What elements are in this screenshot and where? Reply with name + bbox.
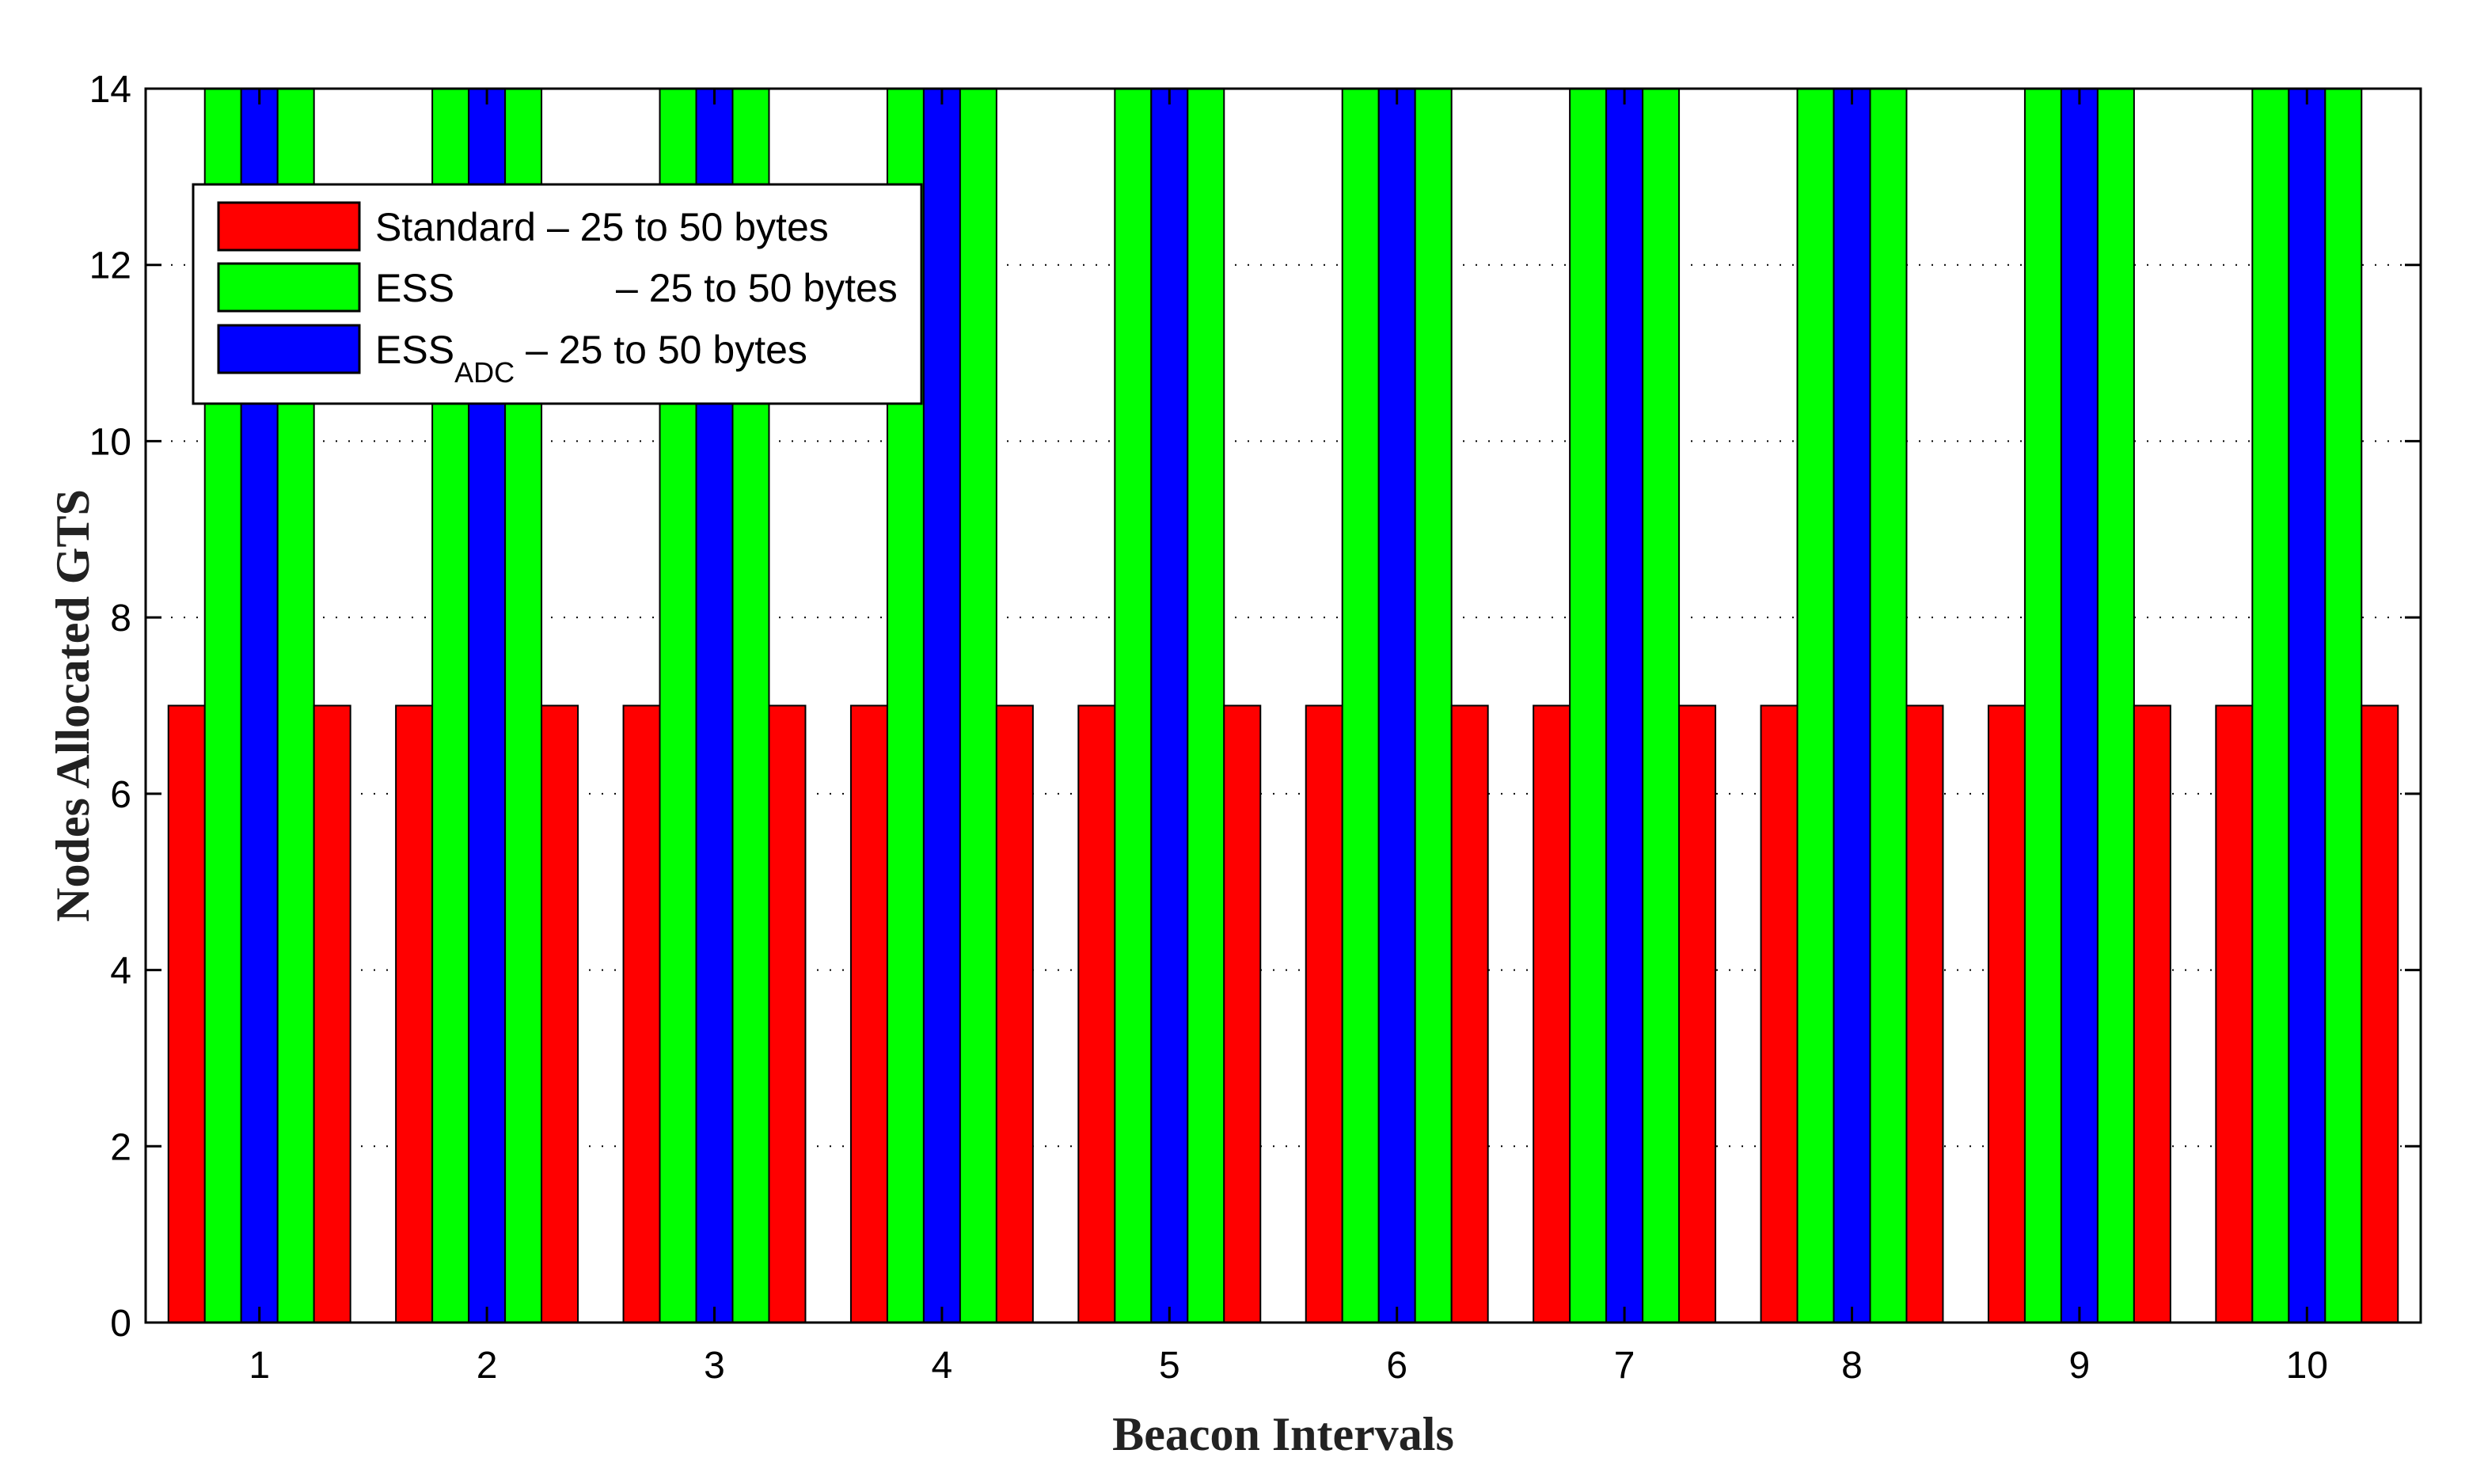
x-tick-label: 3 (704, 1345, 725, 1387)
bar-standard-3 (622, 704, 661, 1323)
bar-ess-8 (1869, 88, 1908, 1323)
bar-standard-2 (395, 704, 434, 1323)
y-tick-label: 0 (110, 1303, 131, 1345)
bar-ess-9 (2023, 88, 2062, 1323)
bar-ess-6 (1341, 88, 1380, 1323)
bar-standard-1 (167, 704, 206, 1323)
x-tick-label: 2 (477, 1345, 498, 1387)
bar-essadc-10 (2288, 88, 2327, 1323)
bar-ess-4 (959, 88, 997, 1323)
bar-standard-7 (1533, 704, 1571, 1323)
bar-standard-3 (768, 704, 807, 1323)
bar-standard-1 (313, 704, 351, 1323)
y-tick-label: 6 (110, 774, 131, 816)
legend: Standard – 25 to 50 bytes ESS – 25 to 50 by… (192, 183, 923, 405)
legend-label: ESS – 25 to 50 bytes (375, 266, 898, 310)
x-tick-label: 8 (1841, 1345, 1863, 1387)
bar-ess-5 (1114, 88, 1153, 1323)
x-tick-label: 6 (1386, 1345, 1407, 1387)
legend-swatch (217, 324, 361, 374)
bar-standard-9 (2133, 704, 2171, 1323)
x-tick-label: 9 (2069, 1345, 2091, 1387)
legend-swatch (217, 201, 361, 252)
bar-ess-8 (1796, 88, 1835, 1323)
y-tick-label: 4 (110, 951, 131, 992)
y-tick-label: 12 (89, 245, 131, 287)
legend-swatch (217, 262, 361, 313)
bar-standard-5 (1077, 704, 1116, 1323)
bar-essadc-7 (1605, 88, 1644, 1323)
bar-ess-7 (1569, 88, 1608, 1323)
bar-standard-10 (2215, 704, 2254, 1323)
bar-standard-6 (1450, 704, 1489, 1323)
bar-essadc-8 (1833, 88, 1871, 1323)
bar-ess-5 (1187, 88, 1225, 1323)
bar-standard-4 (995, 704, 1034, 1323)
y-tick-label: 10 (89, 421, 131, 463)
x-tick-label: 1 (249, 1345, 270, 1387)
bar-standard-6 (1305, 704, 1343, 1323)
x-tick-label: 7 (1614, 1345, 1635, 1387)
bar-ess-6 (1414, 88, 1453, 1323)
bar-standard-5 (1223, 704, 1262, 1323)
x-tick-label: 5 (1159, 1345, 1180, 1387)
bar-essadc-4 (922, 88, 961, 1323)
bar-essadc-9 (2060, 88, 2099, 1323)
y-tick-label: 2 (110, 1126, 131, 1168)
bar-ess-9 (2096, 88, 2135, 1323)
bar-standard-8 (1760, 704, 1799, 1323)
y-tick-label: 14 (89, 69, 131, 111)
bars-layer (167, 88, 2399, 1323)
y-axis-title: Nodes Allocated GTS (47, 489, 99, 922)
bar-standard-7 (1678, 704, 1717, 1323)
x-tick-label: 10 (2286, 1345, 2328, 1387)
bar-ess-7 (1642, 88, 1681, 1323)
x-tick-label: 4 (932, 1345, 953, 1387)
bar-standard-10 (2361, 704, 2399, 1323)
y-tick-label: 8 (110, 598, 131, 640)
bar-ess-10 (2251, 88, 2290, 1323)
x-axis-title: Beacon Intervals (1112, 1408, 1454, 1460)
bar-essadc-6 (1377, 88, 1416, 1323)
bar-standard-2 (541, 704, 579, 1323)
bar-standard-9 (1987, 704, 2026, 1323)
bar-essadc-5 (1150, 88, 1189, 1323)
plot-frame (144, 87, 2422, 1324)
bar-standard-8 (1905, 704, 1944, 1323)
bar-standard-4 (849, 704, 888, 1323)
bar-ess-10 (2324, 88, 2363, 1323)
legend-label: Standard – 25 to 50 bytes (375, 205, 829, 249)
legend-label: ESSADC– 25 to 50 bytes (375, 328, 807, 389)
